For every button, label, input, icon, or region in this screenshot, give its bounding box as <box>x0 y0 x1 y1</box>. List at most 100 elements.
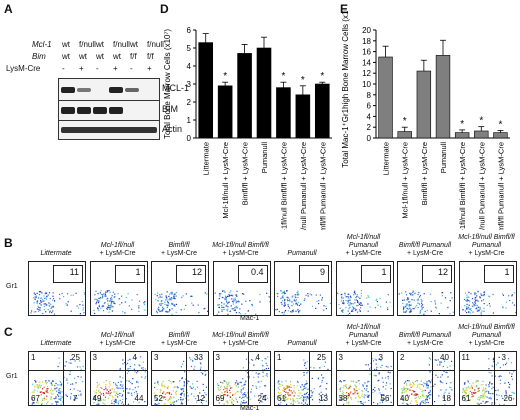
flow-event-dot <box>353 307 355 309</box>
flow-event-dot <box>303 371 305 374</box>
flow-event-dot <box>401 292 403 294</box>
flow-event-dot <box>180 388 182 390</box>
flow-event-dot <box>182 363 184 365</box>
flow-event-dot <box>175 391 177 393</box>
quadrant-divider-horizontal <box>213 370 270 371</box>
flow-event-dot <box>426 384 428 386</box>
flow-event-dot <box>298 304 300 307</box>
flow-event-dot <box>64 365 66 367</box>
flow-event-dot <box>51 306 53 308</box>
category-label: Mcl-1fl/null Pumanull + LysM-Cre <box>477 142 486 230</box>
flow-event-dot <box>55 382 57 385</box>
flow-event-dot <box>225 382 227 384</box>
flow-event-dot <box>199 392 201 394</box>
flow-event-dot <box>390 401 392 403</box>
flow-event-dot <box>377 373 379 375</box>
flow-event-dot <box>476 402 478 404</box>
flow-event-dot <box>73 398 75 401</box>
flow-event-dot <box>154 392 156 394</box>
flow-event-dot <box>243 382 246 384</box>
flow-event-dot <box>108 380 110 383</box>
flow-event-dot <box>234 299 236 301</box>
flow-event-dot <box>224 298 226 301</box>
flow-event-dot <box>58 395 60 397</box>
flow-event-dot <box>402 299 404 301</box>
flow-event-dot <box>357 380 359 382</box>
flow-event-dot <box>367 364 369 366</box>
flow-event-dot <box>284 398 286 401</box>
flow-event-dot <box>298 311 300 313</box>
flow-event-dot <box>181 389 183 391</box>
flow-event-dot <box>133 364 135 366</box>
flow-event-dot <box>136 294 138 296</box>
flow-event-dot <box>467 381 469 383</box>
flow-plot-title-line: Mcl-1fl/null Bimfl/fl <box>458 234 515 241</box>
flow-event-dot <box>466 299 468 301</box>
flow-event-dot <box>36 385 38 387</box>
flow-event-dot <box>159 395 161 397</box>
flow-event-dot <box>464 299 466 302</box>
flow-event-dot <box>500 375 502 377</box>
flow-event-dot <box>283 390 285 392</box>
flow-event-dot <box>183 390 185 392</box>
flow-event-dot <box>169 293 171 295</box>
flow-event-dot <box>164 403 166 405</box>
flow-event-dot <box>68 362 70 364</box>
flow-event-dot <box>303 396 305 398</box>
y-tick-label: 16 <box>362 48 371 57</box>
flow-event-dot <box>108 308 110 310</box>
flow-event-dot <box>77 389 79 391</box>
flow-event-dot <box>204 307 206 309</box>
flow-event-dot <box>171 293 173 295</box>
flow-event-dot <box>373 387 375 389</box>
flow-plot-title: Bimfl/fl + LysM-Cre <box>147 332 211 348</box>
flow-event-dot <box>451 297 453 299</box>
flow-event-dot <box>160 303 163 305</box>
flow-event-dot <box>240 401 242 403</box>
flow-event-dot <box>39 386 41 388</box>
flow-event-dot <box>111 310 113 312</box>
flow-event-dot <box>202 372 204 374</box>
gate-box <box>53 265 83 283</box>
flow-event-dot <box>46 390 48 392</box>
flow-event-dot <box>55 402 57 404</box>
flow-event-dot <box>155 403 157 405</box>
flow-event-dot <box>104 388 107 390</box>
gate-percentage: 9 <box>319 267 325 277</box>
flow-event-dot <box>60 397 62 399</box>
flow-event-dot <box>480 310 482 312</box>
flow-event-dot <box>291 310 294 312</box>
flow-event-dot <box>462 397 465 399</box>
flow-event-dot <box>407 297 409 299</box>
bar <box>276 87 291 139</box>
flow-event-dot <box>340 293 342 295</box>
flow-event-dot <box>350 302 352 305</box>
flow-event-dot <box>280 399 282 401</box>
flow-event-dot <box>46 395 48 397</box>
flow-event-dot <box>480 402 482 404</box>
flow-plot-title-line: + LysM-Cre <box>468 340 505 347</box>
flow-event-dot <box>305 393 307 395</box>
y-tick-label: 14 <box>362 58 371 67</box>
flow-event-dot <box>227 301 229 303</box>
flow-event-dot <box>143 401 145 403</box>
flow-plot-title: Bimfl/fl + LysM-Cre <box>147 242 211 258</box>
flow-event-dot <box>172 390 174 392</box>
flow-event-dot <box>277 293 279 295</box>
flow-event-dot <box>77 376 79 378</box>
flow-event-dot <box>237 386 239 388</box>
flow-event-dot <box>347 403 349 405</box>
flow-event-dot <box>118 387 120 389</box>
flow-event-dot <box>220 309 223 311</box>
flow-event-dot <box>486 304 488 306</box>
flow-event-dot <box>169 299 171 301</box>
y-tick-label: 20 <box>362 26 371 35</box>
flow-event-dot <box>157 300 159 302</box>
flow-event-dot <box>403 387 405 389</box>
flow-event-dot <box>411 390 413 392</box>
flow-event-dot <box>97 302 99 304</box>
flow-event-dot <box>180 399 182 401</box>
flow-event-dot <box>290 386 292 388</box>
flow-event-dot <box>138 401 140 404</box>
flow-plot-title-line: + LysM-Cre <box>99 340 136 347</box>
